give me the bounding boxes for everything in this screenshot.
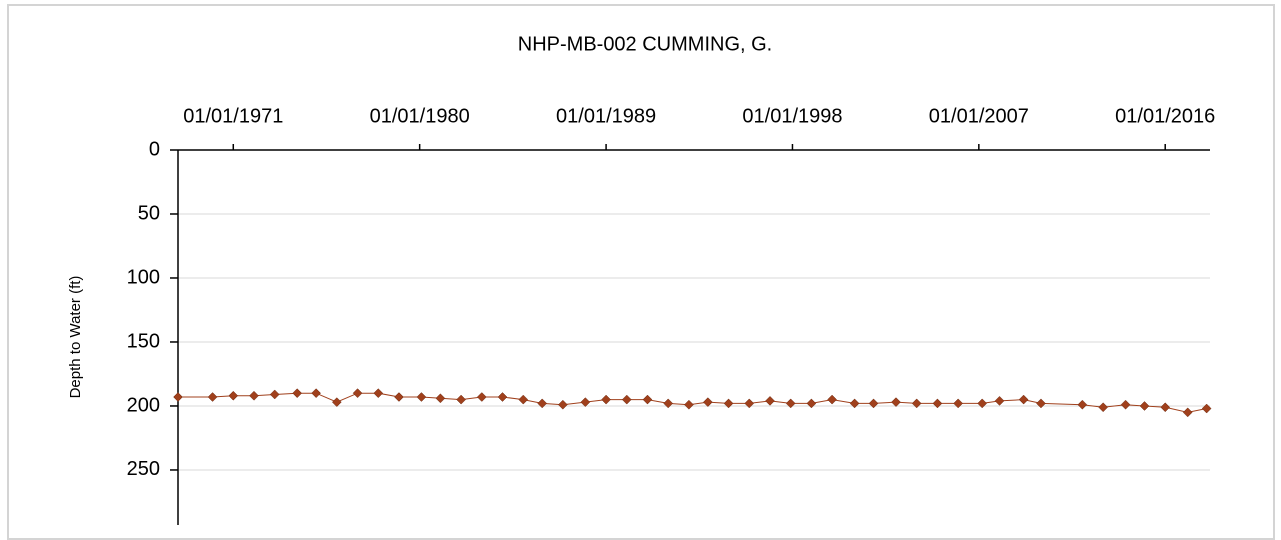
data-point — [394, 392, 404, 402]
data-point — [601, 394, 611, 405]
y-axis-label: Depth to Water (ft) — [67, 276, 84, 399]
data-point — [827, 394, 837, 405]
data-point — [785, 398, 796, 409]
data-point — [1018, 394, 1029, 405]
y-tick-label: 0 — [149, 138, 160, 160]
data-point — [806, 398, 817, 409]
data-point — [1139, 401, 1150, 411]
data-point — [249, 390, 259, 401]
data-point — [744, 398, 755, 409]
data-point — [911, 398, 922, 409]
data-point — [1120, 399, 1131, 410]
data-point — [228, 390, 239, 401]
x-tick-label: 01/01/2016 — [1115, 105, 1215, 127]
data-point — [684, 399, 694, 410]
data-point — [1098, 402, 1108, 413]
x-tick-label: 01/01/1980 — [370, 105, 470, 127]
data-point — [497, 392, 508, 402]
x-tick-label: 01/01/1998 — [742, 105, 842, 127]
data-point — [580, 397, 591, 407]
data-point — [891, 397, 901, 407]
data-point — [723, 398, 734, 409]
y-tick-label: 50 — [138, 202, 160, 224]
data-point — [663, 398, 674, 409]
data-point — [977, 398, 988, 409]
data-point — [765, 395, 775, 406]
data-point — [476, 392, 487, 402]
y-tick-label: 150 — [127, 330, 160, 352]
data-point — [642, 394, 653, 405]
data-point — [373, 388, 384, 399]
data-point — [1182, 407, 1193, 418]
chart-title: NHP-MB-002 CUMMING, G. — [518, 33, 772, 55]
chart-frame — [7, 4, 1275, 540]
data-point — [621, 394, 632, 405]
data-point — [558, 399, 568, 410]
data-point — [456, 394, 466, 405]
data-point — [311, 388, 321, 399]
data-point — [703, 397, 713, 407]
y-tick-label: 250 — [127, 458, 160, 480]
data-point — [849, 398, 860, 409]
data-point — [207, 392, 218, 402]
x-tick-label: 01/01/2007 — [929, 105, 1029, 127]
data-point — [292, 388, 303, 399]
x-tick-label: 01/01/1989 — [556, 105, 656, 127]
data-point — [269, 389, 280, 400]
data-point — [173, 392, 183, 402]
data-point — [1036, 398, 1046, 409]
data-point — [518, 394, 529, 405]
data-point — [953, 398, 963, 409]
data-point — [994, 395, 1005, 406]
data-point — [331, 397, 342, 407]
data-point — [1160, 402, 1171, 413]
y-tick-label: 100 — [127, 266, 160, 288]
data-point — [537, 398, 548, 409]
data-point — [352, 388, 363, 399]
data-point — [1077, 399, 1088, 410]
data-point — [416, 392, 427, 402]
data-point — [1201, 403, 1212, 414]
data-point — [932, 398, 943, 409]
y-tick-label: 200 — [127, 394, 160, 416]
x-tick-label: 01/01/1971 — [183, 105, 283, 127]
data-point — [435, 393, 446, 404]
data-point — [868, 398, 879, 409]
